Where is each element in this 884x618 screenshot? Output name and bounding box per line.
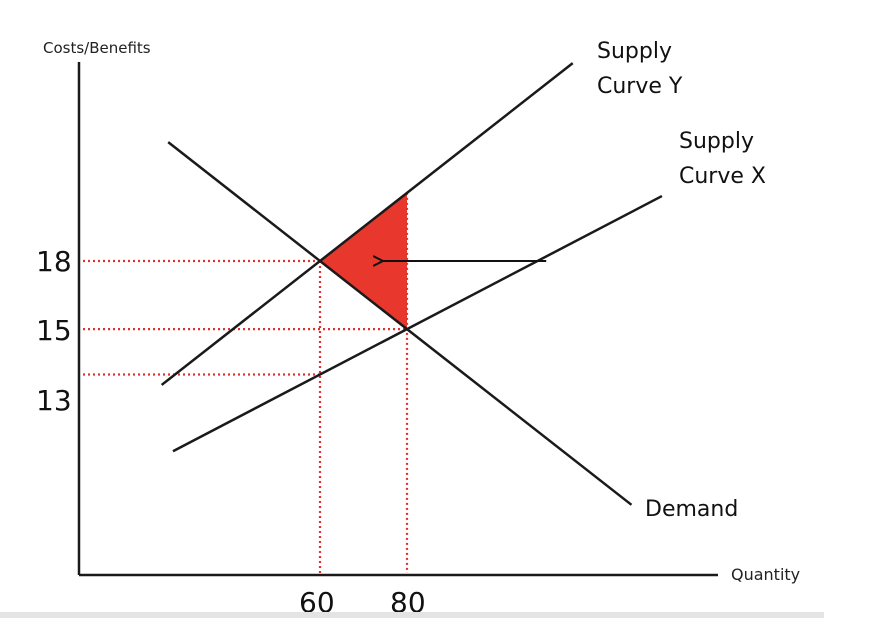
supply-curve-y xyxy=(160,62,574,386)
supply-y-label-line2: Curve Y xyxy=(597,74,683,99)
y-tick-15: 15 xyxy=(36,314,72,347)
bottom-band xyxy=(0,612,824,618)
supply-x-label-line1: Supply xyxy=(679,129,754,154)
supply-curve-x xyxy=(172,194,663,453)
demand-label: Demand xyxy=(645,497,738,522)
supply-x-label-line2: Curve X xyxy=(679,164,766,189)
x-axis-label: Quantity xyxy=(731,565,800,584)
supply-y-label-line1: Supply xyxy=(597,39,672,64)
guide-lines xyxy=(83,192,409,573)
curves xyxy=(160,62,663,506)
y-tick-18: 18 xyxy=(36,245,72,278)
y-tick-13: 13 xyxy=(36,384,72,417)
shaded-triangle xyxy=(320,192,407,330)
demand-curve xyxy=(167,141,633,506)
y-axis-label: Costs/Benefits xyxy=(43,39,151,57)
